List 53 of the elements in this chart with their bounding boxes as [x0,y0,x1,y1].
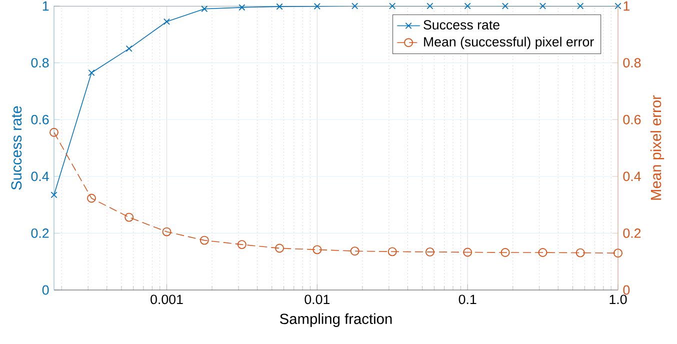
point [576,248,585,258]
point [500,248,510,257]
point [88,69,95,76]
point [425,247,434,256]
point [238,4,246,11]
x-tick-label: 0.1 [458,294,476,304]
point [538,248,548,257]
point [200,236,209,245]
point [464,2,471,10]
point [312,245,322,254]
y-axis-title: Success rate [11,106,22,190]
y2-tick-label: 0.2 [623,228,641,238]
point [276,3,283,10]
point [50,192,58,198]
legend-label: Mean (successful) pixel error [424,36,594,50]
x-tick-label: 1.0 [610,294,627,304]
point [426,2,434,10]
point [350,246,360,256]
y-tick-label: 0.6 [31,114,49,124]
y-tick-label: 1 [42,1,49,11]
x-tick-label: 0.01 [304,294,330,304]
point [539,2,546,10]
y2-axis-title: Mean pixel error [650,95,664,200]
point [162,227,172,236]
point [314,2,320,10]
point [614,2,622,10]
point [237,240,246,250]
y-tick-label: 0 [42,285,49,295]
point [126,45,132,52]
point [463,248,472,257]
y2-tick-label: 0.8 [623,58,641,68]
point [201,6,208,12]
point [163,18,170,25]
point [352,2,358,10]
point [502,2,509,10]
y-tick-label: 0.4 [31,172,49,182]
point [87,194,96,203]
point [614,248,622,258]
point [577,2,584,10]
y2-tick-label: 0.4 [623,172,641,182]
point [389,2,396,10]
y2-tick-label: 1 [624,1,630,11]
y2-tick-label: 0 [623,285,630,295]
point [275,244,284,253]
y-tick-label: 0.8 [31,58,49,68]
point [124,212,134,222]
point [50,128,58,137]
x-axis-title: Sampling fraction [280,313,392,327]
x-tick-label: 0.001 [150,294,183,304]
point [388,247,397,256]
legend-label: Success rate [424,20,500,30]
y-tick-label: 0.2 [31,228,49,238]
y2-tick-label: 0.6 [623,114,641,124]
